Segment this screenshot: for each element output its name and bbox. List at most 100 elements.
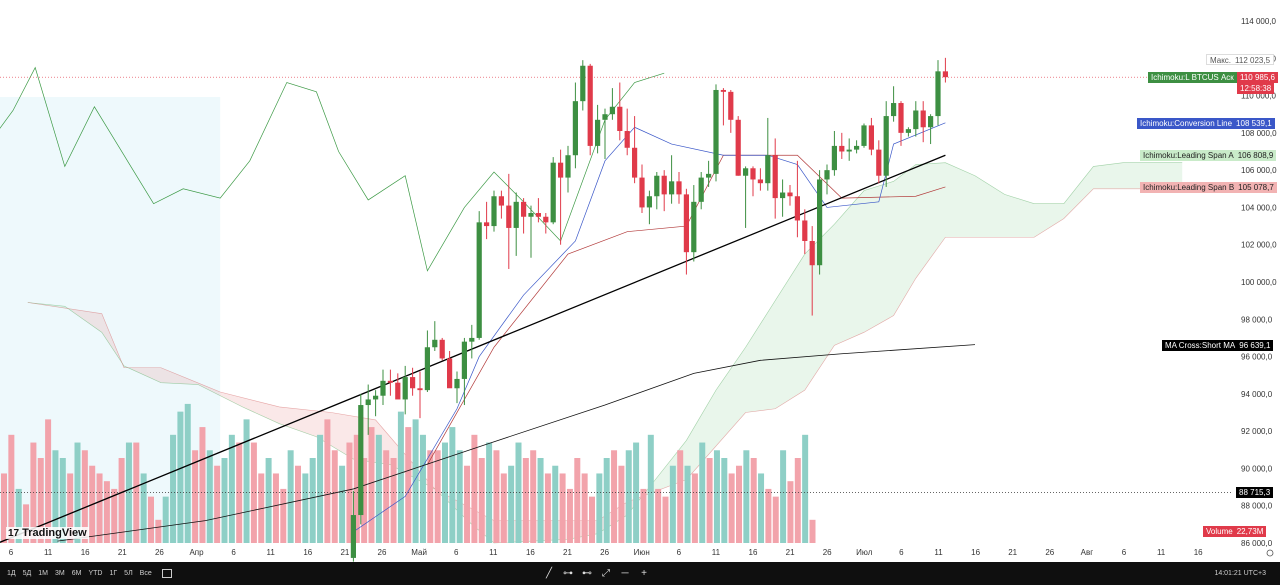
volume-bar — [81, 450, 88, 543]
lagging-span-line — [0, 66, 665, 272]
volume-bar — [419, 434, 426, 543]
candle-body — [765, 155, 771, 184]
tradingview-logo: 17 TradingView — [6, 527, 89, 539]
volume-bar — [537, 458, 544, 543]
candle-body — [861, 125, 867, 146]
candle-body — [491, 196, 497, 227]
candle-body — [632, 147, 638, 178]
hline-tool-icon[interactable]: ⊶ — [563, 568, 573, 579]
candle-body — [350, 515, 356, 558]
volume-bar — [559, 473, 566, 543]
timeframe-4[interactable]: 6М — [71, 570, 82, 577]
y-tick-label: 88 000,0 — [1241, 502, 1273, 511]
volume-bar — [691, 473, 698, 543]
candle-body — [794, 196, 800, 221]
timeframe-3[interactable]: 3М — [55, 570, 65, 577]
timeframe-1[interactable]: 5Д — [22, 570, 32, 577]
candle-body — [380, 380, 386, 396]
candle-body — [439, 339, 445, 359]
candle-body — [498, 196, 504, 206]
x-tick-label: 16 — [303, 548, 312, 557]
volume-bar — [133, 442, 140, 543]
volume-bar — [397, 411, 404, 543]
candle-body — [809, 240, 815, 266]
timeframe-7[interactable]: 5Л — [124, 570, 133, 577]
calendar-icon[interactable] — [161, 568, 172, 578]
ma-tag: MA Cross:Short MA 96 639,1 — [1162, 340, 1274, 351]
x-tick-label: Июн — [634, 548, 650, 557]
volume-bar — [265, 458, 272, 543]
y-tick-label: 100 000,0 — [1241, 278, 1277, 287]
candle-body — [920, 110, 926, 128]
clock: 14:01:21 UTC+3 — [1214, 570, 1266, 577]
current-value: 110 985,6 — [1240, 73, 1275, 82]
volume-bar — [67, 473, 74, 543]
volume-bar — [412, 419, 419, 543]
span-a-tag: Ichimoku:Leading Span A 106 808,9 — [1140, 150, 1277, 161]
candle-body — [846, 149, 852, 152]
candle-body — [639, 177, 645, 208]
x-tick-label: 6 — [9, 548, 14, 557]
candle-body — [432, 339, 438, 348]
volume-label: Volume — [1206, 527, 1233, 536]
volume-bar — [618, 465, 625, 543]
volume-bar — [317, 434, 324, 543]
candle-body — [454, 378, 460, 389]
volume-bar — [177, 411, 184, 543]
ichimoku-cloud — [27, 302, 73, 312]
tradingview-mark-icon: 17 — [8, 528, 20, 539]
y-tick-label: 86 000,0 — [1241, 539, 1273, 548]
candle-body — [402, 377, 408, 400]
candle-body — [935, 71, 941, 117]
x-tick-label: 6 — [677, 548, 682, 557]
timeframe-6[interactable]: 1Г — [109, 570, 118, 577]
volume-value: 22,73M — [1236, 527, 1264, 536]
volume-bar — [23, 504, 30, 543]
candle-body — [787, 192, 793, 197]
ma-label: MA Cross:Short MA — [1165, 341, 1236, 350]
volume-bar — [802, 434, 809, 543]
candle-body — [609, 106, 615, 115]
volume-bar — [236, 442, 243, 543]
volume-bar — [625, 450, 632, 543]
volume-bar — [647, 434, 654, 543]
candle-body — [476, 222, 482, 338]
volume-bar — [125, 442, 132, 543]
candle-body — [387, 380, 393, 383]
volume-bar — [471, 434, 478, 543]
volume-bar — [206, 450, 213, 543]
volume-bar — [96, 473, 103, 543]
horizontal-line-tool-icon[interactable]: ─ — [621, 568, 629, 579]
volume-bar — [295, 465, 301, 543]
x-tick-label: 26 — [600, 548, 609, 557]
volume-bar — [427, 450, 434, 543]
candle-body — [424, 347, 430, 391]
candle-body — [558, 162, 564, 178]
timeframe-2[interactable]: 1М — [38, 570, 49, 577]
candle-body — [528, 213, 534, 217]
max-label: Макс. — [1210, 56, 1232, 65]
timeframe-8[interactable]: Все — [139, 570, 152, 577]
volume-bar — [155, 519, 162, 543]
measure-tool-icon[interactable]: ⤢ — [602, 568, 610, 579]
volume-bar — [500, 473, 507, 543]
line-tool-icon[interactable]: ╱ — [545, 568, 553, 579]
timeframe-5[interactable]: YTD — [88, 570, 103, 577]
x-tick-label: 21 — [1008, 548, 1017, 557]
crosshair-icon[interactable]: + — [641, 568, 647, 579]
volume-bar — [353, 434, 360, 543]
candle-body — [661, 175, 667, 195]
y-tick-label: 96 000,0 — [1241, 353, 1273, 362]
candle-body — [824, 170, 830, 180]
volume-bar — [669, 465, 676, 543]
timeframe-0[interactable]: 1Д — [7, 570, 16, 577]
conversion-line — [353, 122, 946, 533]
candle-body — [706, 173, 712, 178]
ma-line — [57, 344, 976, 542]
candle-body — [572, 101, 578, 156]
ray-tool-icon[interactable]: ⊷ — [582, 568, 592, 579]
candle-body — [750, 168, 756, 180]
volume-bar — [758, 473, 765, 543]
candle-body — [395, 382, 401, 400]
